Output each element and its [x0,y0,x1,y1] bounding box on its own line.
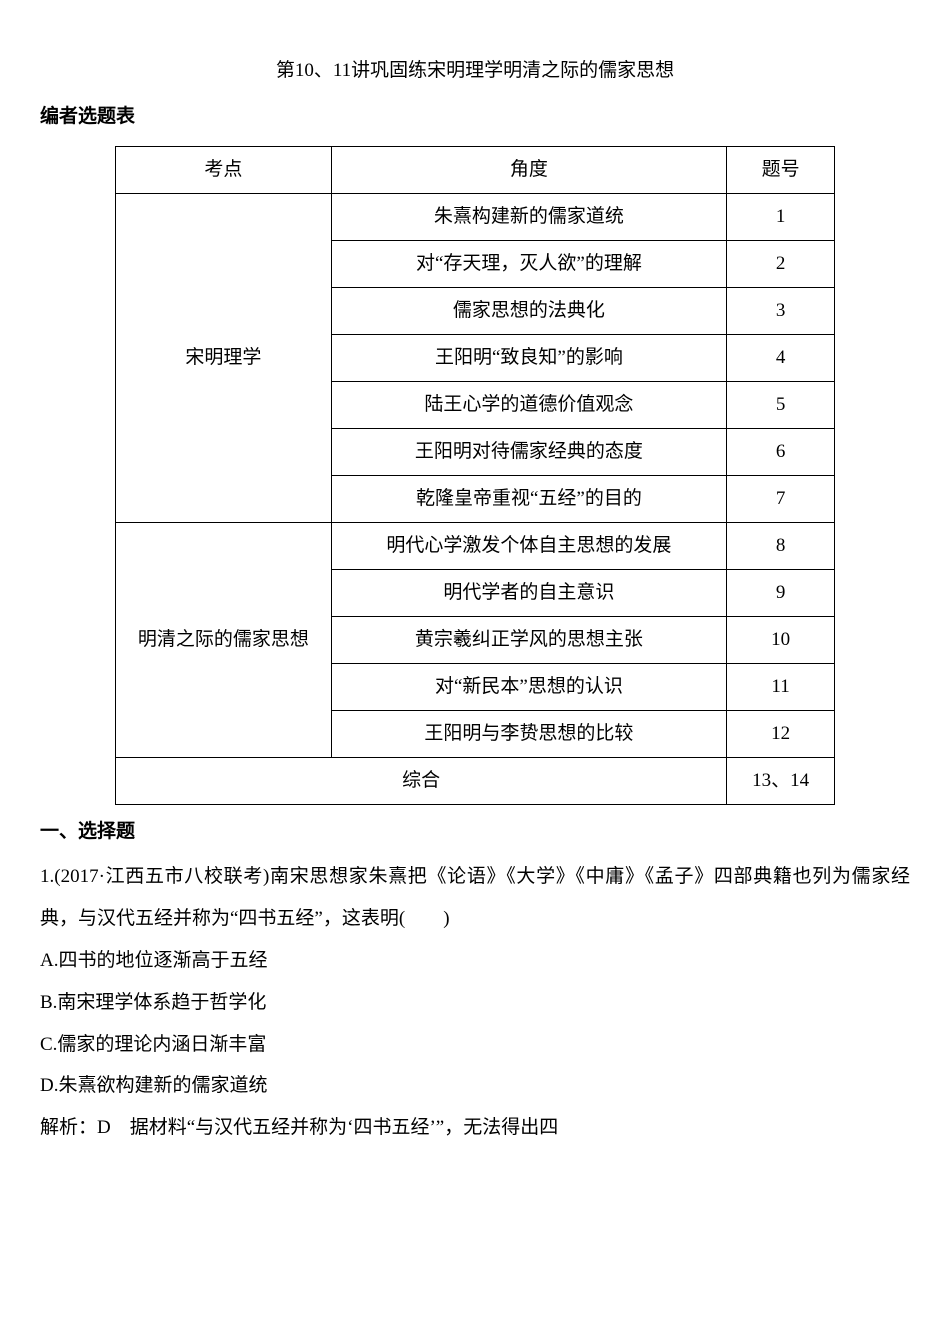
cell-num: 11 [727,663,835,710]
cell-num: 3 [727,287,835,334]
table-header-row: 考点 角度 题号 [116,146,835,193]
cell-summary-num: 13、14 [727,757,835,804]
cell-angle: 王阳明对待儒家经典的态度 [331,428,726,475]
table-caption: 编者选题表 [40,96,910,138]
cell-angle: 明代学者的自主意识 [331,569,726,616]
cell-num: 5 [727,381,835,428]
option-a: A.四书的地位逐渐高于五经 [40,940,910,982]
question-stem: 1.(2017·江西五市八校联考)南宋思想家朱熹把《论语》《大学》《中庸》《孟子… [40,856,910,940]
cell-summary-label: 综合 [116,757,727,804]
cell-topic: 明清之际的儒家思想 [116,522,332,757]
topic-table: 考点 角度 题号 宋明理学 朱熹构建新的儒家道统 1 对“存天理，灭人欲”的理解… [115,146,835,805]
cell-num: 9 [727,569,835,616]
cell-angle: 乾隆皇帝重视“五经”的目的 [331,475,726,522]
section-header: 一、选择题 [40,811,910,853]
cell-num: 12 [727,710,835,757]
table-row: 宋明理学 朱熹构建新的儒家道统 1 [116,193,835,240]
th-angle: 角度 [331,146,726,193]
cell-num: 1 [727,193,835,240]
cell-num: 10 [727,616,835,663]
option-d: D.朱熹欲构建新的儒家道统 [40,1065,910,1107]
cell-topic: 宋明理学 [116,193,332,522]
cell-angle: 王阳明“致良知”的影响 [331,334,726,381]
doc-title: 第10、11讲巩固练宋明理学明清之际的儒家思想 [40,50,910,92]
cell-angle: 明代心学激发个体自主思想的发展 [331,522,726,569]
cell-angle: 黄宗羲纠正学风的思想主张 [331,616,726,663]
th-topic: 考点 [116,146,332,193]
cell-num: 7 [727,475,835,522]
cell-num: 4 [727,334,835,381]
cell-num: 2 [727,240,835,287]
cell-angle: 王阳明与李贽思想的比较 [331,710,726,757]
cell-angle: 对“新民本”思想的认识 [331,663,726,710]
table-row: 明清之际的儒家思想 明代心学激发个体自主思想的发展 8 [116,522,835,569]
cell-angle: 陆王心学的道德价值观念 [331,381,726,428]
option-b: B.南宋理学体系趋于哲学化 [40,982,910,1024]
th-num: 题号 [727,146,835,193]
cell-angle: 对“存天理，灭人欲”的理解 [331,240,726,287]
table-row-summary: 综合 13、14 [116,757,835,804]
analysis: 解析：D 据材料“与汉代五经并称为‘四书五经’”，无法得出四 [40,1107,910,1149]
cell-angle: 儒家思想的法典化 [331,287,726,334]
cell-num: 8 [727,522,835,569]
option-c: C.儒家的理论内涵日渐丰富 [40,1024,910,1066]
cell-angle: 朱熹构建新的儒家道统 [331,193,726,240]
cell-num: 6 [727,428,835,475]
